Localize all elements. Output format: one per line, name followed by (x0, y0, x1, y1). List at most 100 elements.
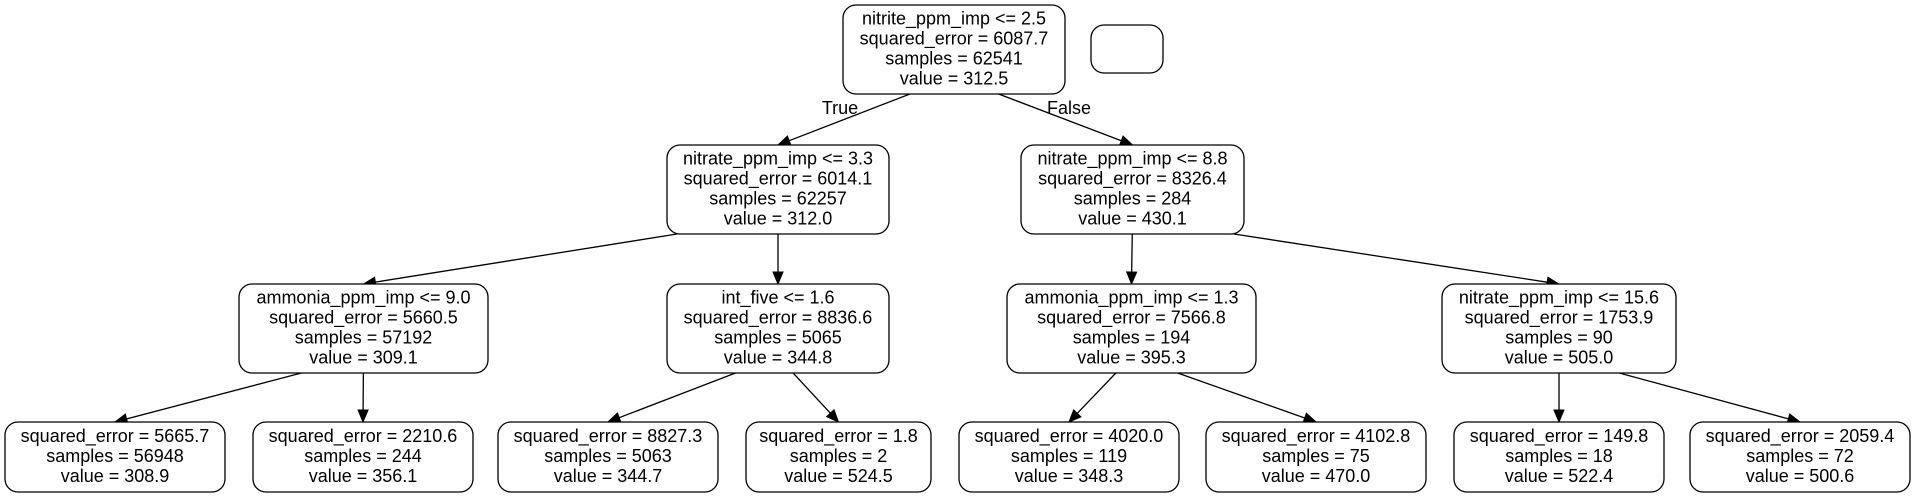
node-text-line: samples = 5065 (714, 328, 842, 348)
node-text-line: samples = 194 (1073, 328, 1191, 348)
node-text-line: samples = 18 (1505, 446, 1613, 466)
node-box (1020, 144, 1245, 235)
edge-line (618, 372, 736, 419)
node-text-line: value = 522.4 (1505, 466, 1614, 486)
edge-n0-n2: False (998, 93, 1134, 146)
node-box (238, 283, 489, 374)
edge-n1-n4 (772, 234, 784, 286)
node-text-line: squared_error = 5665.7 (21, 426, 210, 447)
node-box (1453, 421, 1665, 493)
node-text-line: nitrate_ppm_imp <= 3.3 (683, 149, 873, 170)
node-text-line: samples = 90 (1505, 328, 1613, 348)
node-text-line: samples = 72 (1746, 446, 1854, 466)
edge-line (1177, 372, 1305, 419)
node-box (1006, 283, 1257, 374)
edge-n2-n6 (1233, 233, 1561, 288)
node-text-line: squared_error = 2210.6 (269, 426, 458, 447)
edge-n4-n10 (792, 372, 840, 423)
edge-n1-n3 (362, 233, 678, 288)
node-text-line: int_five <= 1.6 (721, 288, 834, 309)
arrowhead (1068, 408, 1082, 423)
node-text-line: value = 356.1 (309, 466, 418, 486)
node-text-line: squared_error = 4020.0 (975, 426, 1164, 447)
node-text-line: value = 395.3 (1077, 348, 1186, 368)
edge-n2-n5 (1125, 233, 1138, 286)
arrowhead (1302, 412, 1318, 424)
node-box (497, 421, 719, 493)
node-text-line: value = 500.6 (1746, 466, 1855, 486)
node-text-line: samples = 244 (304, 446, 422, 466)
node-text-line: ammonia_ppm_imp <= 1.3 (1024, 288, 1238, 309)
node-text-line: squared_error = 1753.9 (1465, 308, 1654, 329)
node-text-line: squared_error = 6087.7 (860, 29, 1049, 50)
node-box (666, 144, 890, 235)
node-text-line: nitrate_ppm_imp <= 15.6 (1459, 288, 1659, 309)
edge-n5-n11 (1068, 372, 1117, 423)
edge-line (1619, 372, 1789, 420)
node-text-line: squared_error = 8326.4 (1038, 169, 1227, 190)
node-text-line: squared_error = 7566.8 (1037, 308, 1226, 329)
edges-layer: True False (113, 93, 1802, 425)
node-box (958, 421, 1180, 493)
edge-n6-n13 (1553, 373, 1565, 424)
node-text-line: value = 430.1 (1078, 209, 1187, 229)
edge-line (1076, 372, 1117, 414)
node-text-line: samples = 62541 (885, 49, 1023, 69)
arrowhead (1125, 271, 1138, 286)
node-text-line: value = 309.1 (309, 348, 418, 368)
node-text-line: squared_error = 5660.5 (269, 308, 458, 329)
node-box (1441, 283, 1677, 374)
node-text-line: squared_error = 4102.8 (1222, 426, 1411, 447)
edge-line (126, 372, 302, 420)
node-text-line: nitrate_ppm_imp <= 8.8 (1037, 149, 1227, 170)
node-box (1090, 24, 1164, 74)
node-text-line: samples = 62257 (709, 189, 847, 209)
node-box (4, 421, 226, 493)
node-text-line: value = 344.7 (554, 466, 663, 486)
edge-label: True (822, 98, 858, 118)
node-text-line: value = 308.9 (61, 466, 170, 486)
arrowhead (1118, 135, 1134, 146)
node-text-line: samples = 56948 (46, 446, 184, 466)
node-box (1205, 421, 1427, 493)
node-text-line: nitrite_ppm_imp <= 2.5 (862, 9, 1046, 30)
edge-n3-n7 (113, 372, 302, 425)
node-text-line: samples = 75 (1262, 446, 1370, 466)
node-text-line: value = 348.3 (1015, 466, 1124, 486)
node-text-line: value = 524.5 (784, 466, 893, 486)
node-text-line: samples = 5063 (544, 446, 672, 466)
arrowhead (606, 412, 622, 423)
arrowhead (1553, 409, 1565, 424)
node-text-line: samples = 2 (790, 446, 888, 466)
node-text-line: value = 344.8 (724, 348, 833, 368)
edge-n0-n1: True (776, 93, 911, 146)
arrowhead (776, 135, 792, 146)
node-box (1689, 421, 1911, 493)
arrowhead (772, 271, 784, 286)
node-text-line: value = 505.0 (1505, 348, 1614, 368)
node-box (666, 283, 890, 374)
edge-line (375, 233, 678, 283)
node-text-line: ammonia_ppm_imp <= 9.0 (256, 288, 470, 309)
node-text-line: squared_error = 8827.3 (514, 426, 703, 447)
edge-line (792, 372, 831, 414)
node-box (252, 421, 474, 493)
edge-n6-n14 (1619, 372, 1802, 425)
edge-n4-n9 (606, 372, 736, 423)
edge-label: False (1047, 98, 1091, 118)
empty-node (1090, 24, 1164, 74)
node-text-line: samples = 284 (1074, 189, 1192, 209)
node-text-line: squared_error = 6014.1 (684, 169, 873, 190)
